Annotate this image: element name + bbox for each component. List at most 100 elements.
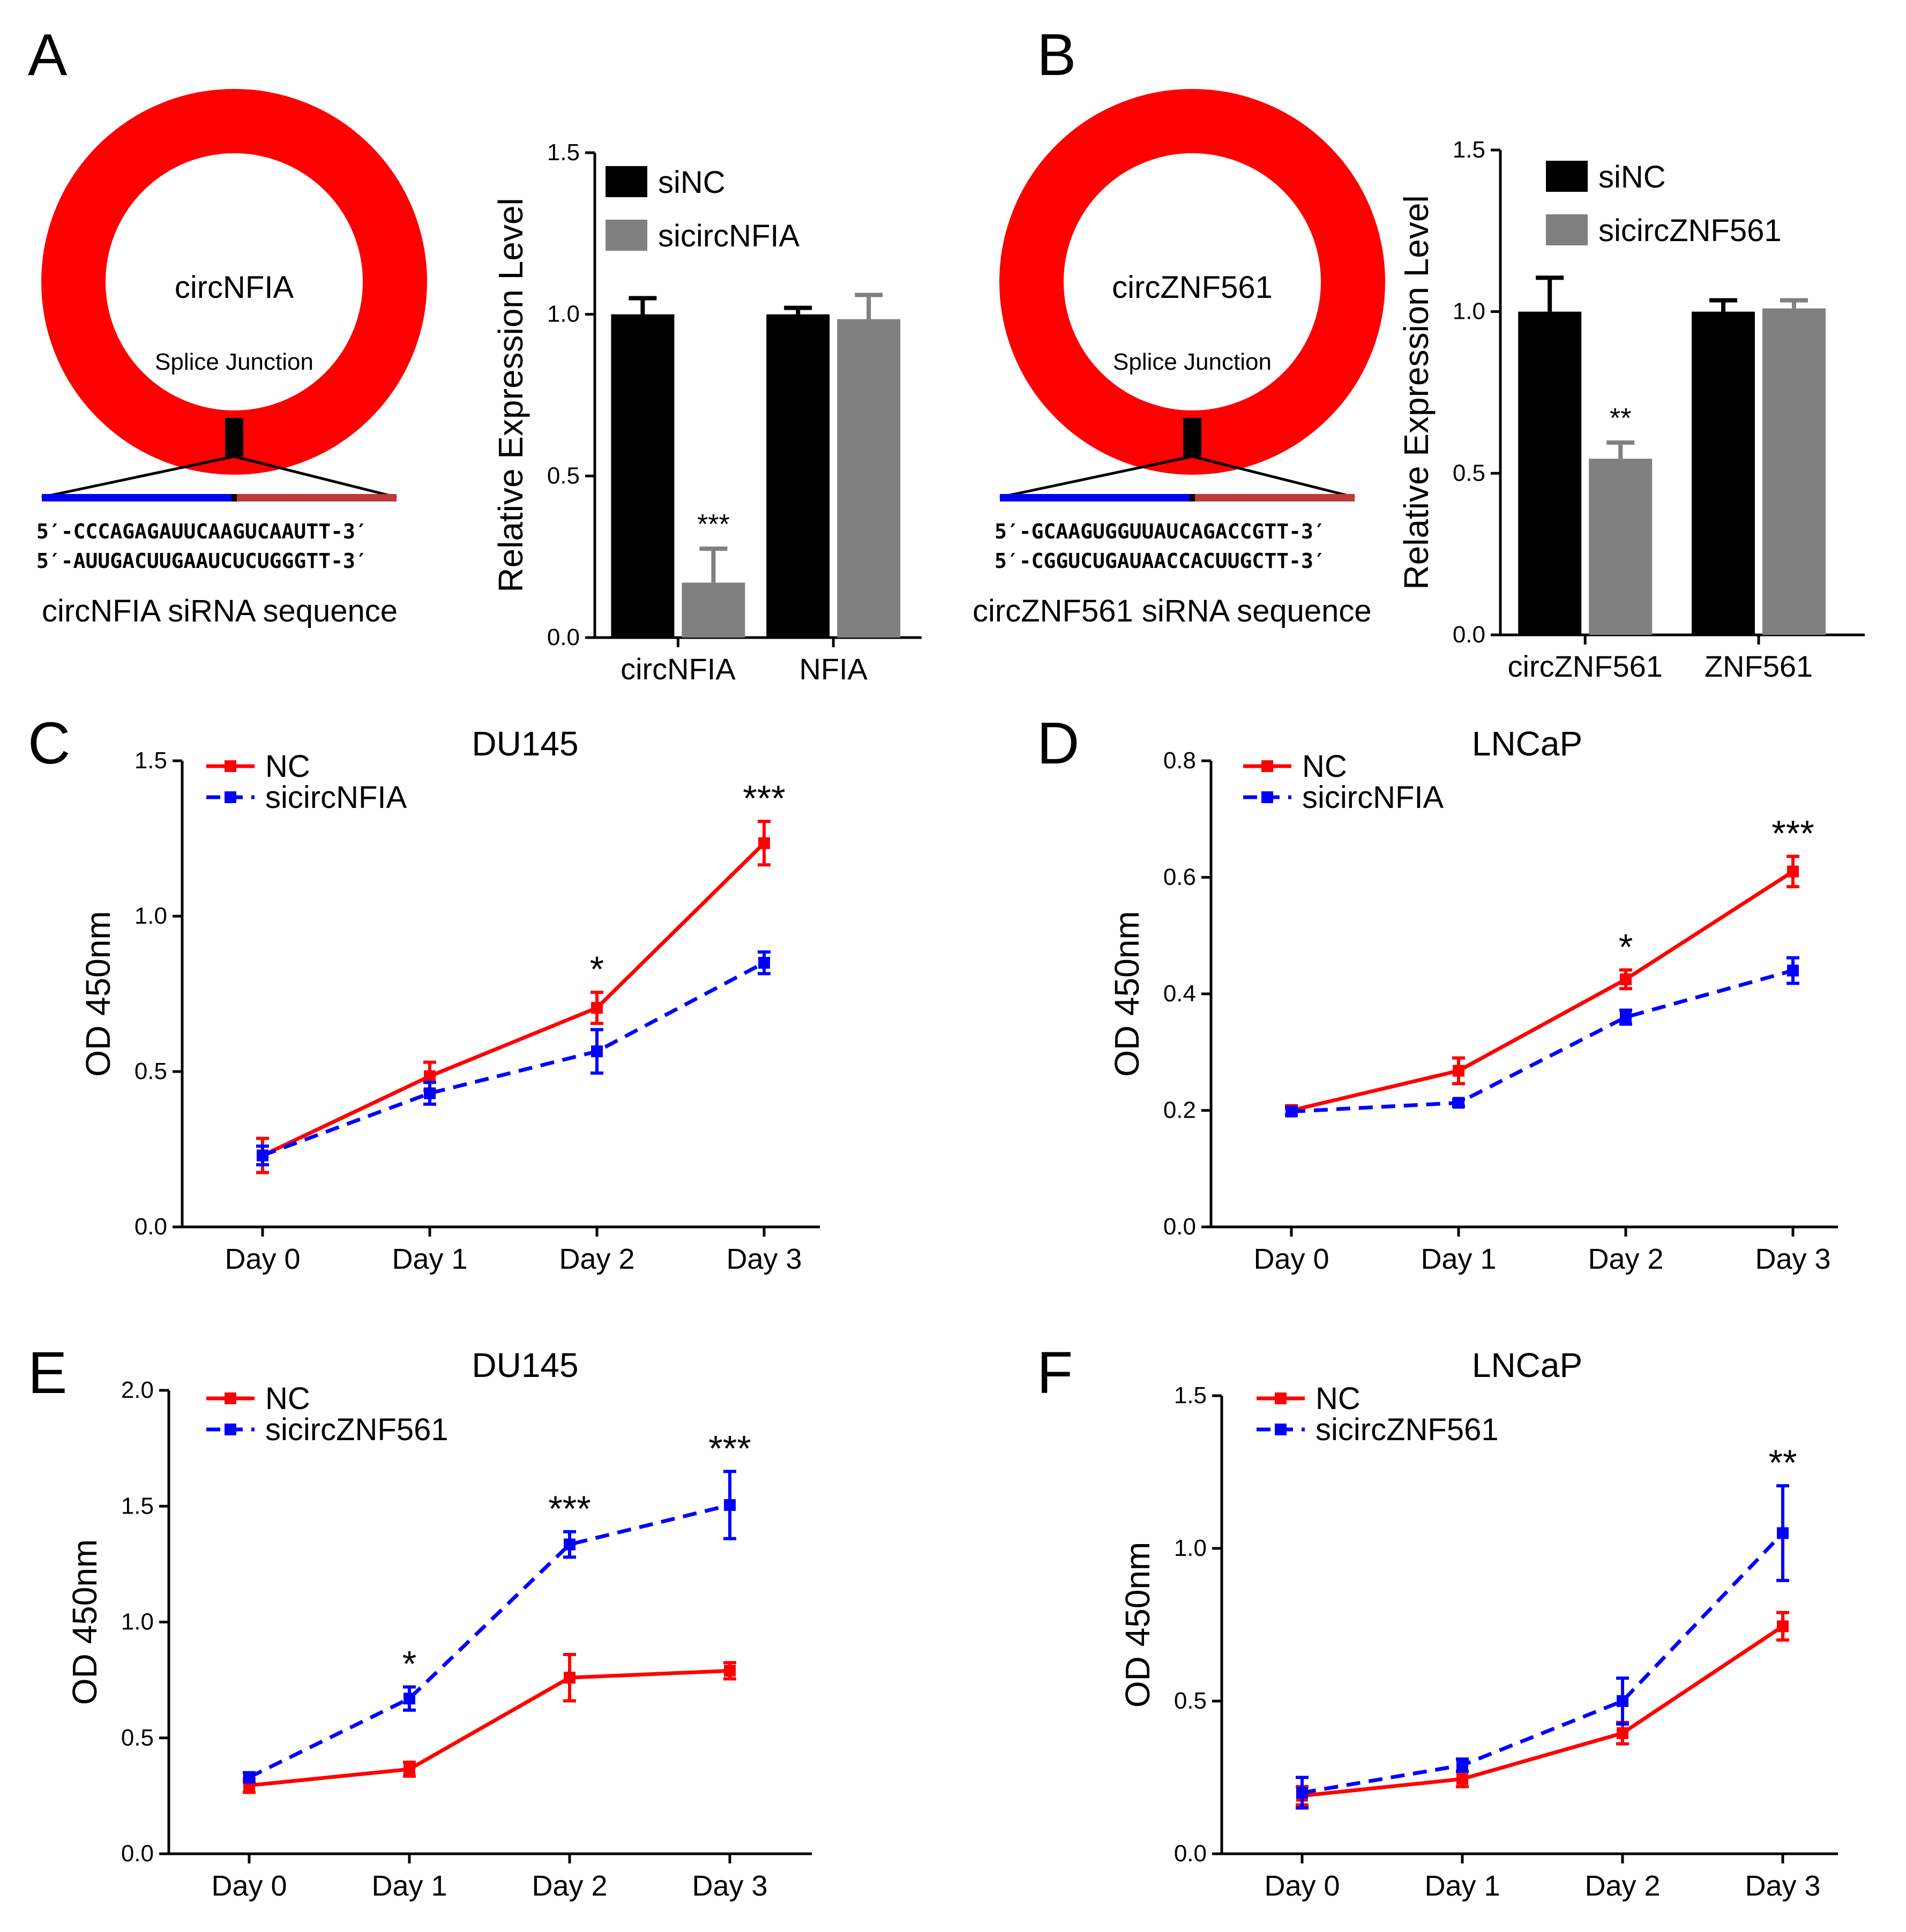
bar: [766, 314, 830, 638]
panel-label-d: D: [1037, 710, 1079, 776]
y-tick-label: 1.5: [1174, 1382, 1207, 1409]
sirna-sequence-2: 5′-AUUGACUUGAAUCUCUGGGTT-3′: [36, 549, 368, 573]
sirna-strand-red: [234, 494, 397, 501]
legend-label: sicircZNF561: [1315, 1412, 1499, 1447]
data-point: [1296, 1787, 1308, 1799]
bar: [1692, 311, 1755, 635]
data-point: [424, 1070, 436, 1082]
series-line: [261, 842, 766, 1157]
series-line: [1302, 1624, 1784, 1798]
y-tick-label: 0.6: [1163, 864, 1196, 890]
data-point: [724, 1499, 736, 1511]
data-point: [403, 1763, 415, 1776]
x-tick-label: Day 2: [559, 1243, 634, 1275]
legend-label: siNC: [1598, 160, 1666, 194]
sirna-strand-red: [1192, 494, 1355, 501]
legend-swatch: [1546, 161, 1588, 192]
chart-title: LNCaP: [1472, 724, 1582, 763]
sirna-strand-blue: [1000, 494, 1192, 501]
y-axis-label: OD 450nm: [1108, 911, 1146, 1076]
bar: [1762, 308, 1826, 635]
data-point: [591, 1002, 603, 1014]
x-tick-label: Day 3: [692, 1870, 767, 1902]
x-tick-label: Day 2: [1588, 1243, 1663, 1275]
legend-marker: [225, 1392, 236, 1404]
x-tick-label: Day 1: [392, 1243, 467, 1275]
y-tick-label: 0.5: [1174, 1688, 1207, 1714]
x-tick-label: Day 3: [1755, 1243, 1830, 1275]
series-line: [1302, 1532, 1784, 1795]
significance-label: *: [402, 1644, 416, 1684]
series-line: [248, 1503, 730, 1779]
legend-label: NC: [265, 1381, 310, 1416]
significance-label: ***: [697, 509, 730, 540]
splice-junction-marker: [225, 418, 243, 456]
bar: [611, 314, 675, 638]
splice-junction-marker: [1183, 418, 1201, 456]
legend-marker: [1261, 791, 1273, 803]
legend-marker: [1261, 760, 1273, 772]
data-point: [1620, 1011, 1632, 1023]
splice-junction-label: Splice Junction: [1113, 349, 1272, 375]
junction-point: [1190, 494, 1195, 501]
y-axis-label: Relative Expression Level: [491, 198, 530, 592]
y-tick-label: 0.0: [1163, 1214, 1196, 1240]
data-point: [564, 1538, 575, 1551]
legend-label: siNC: [658, 165, 726, 200]
data-point: [1456, 1773, 1468, 1785]
y-tick-label: 1.0: [134, 903, 167, 929]
line-chart-f: 0.0 0.5 1.0 1.5 OD 450nm LNCaP Day 0 Day 1 Day 2…: [1118, 1346, 1838, 1902]
data-point: [758, 957, 770, 969]
y-axis-label: OD 450nm: [79, 911, 117, 1076]
y-axis-label: Relative Expression Level: [1397, 195, 1436, 589]
legend-label: NC: [1302, 749, 1347, 784]
sirna-sequence-2: 5′-CGGUCUGAUAACCACUUGCTT-3′: [995, 549, 1326, 573]
y-tick-label: 0.4: [1163, 980, 1196, 1007]
significance-label: *: [1619, 926, 1633, 967]
y-tick-label: 1.5: [121, 1493, 154, 1519]
legend-marker: [225, 760, 236, 772]
x-tick-label: Day 1: [1421, 1243, 1496, 1275]
sirna-strand-blue: [42, 494, 234, 501]
data-point: [257, 1149, 268, 1162]
panel-label-c: C: [28, 710, 70, 776]
data-point: [1777, 1527, 1789, 1539]
legend-label: NC: [1315, 1381, 1361, 1416]
panel-label-b: B: [1037, 22, 1076, 88]
data-point: [564, 1672, 575, 1684]
chart-title: DU145: [472, 1346, 578, 1384]
bar-chart-a: 0.0 0.5 1.0 1.5 Relative Expression Level cir…: [491, 139, 922, 686]
x-tick-label: Day 0: [1264, 1870, 1340, 1902]
series-line: [249, 1668, 730, 1787]
data-point: [1617, 1695, 1628, 1707]
line-chart-e: 0.0 0.5 1.0 1.5 2.0 OD 450nm DU145 Day 0 Day 1 Da…: [65, 1346, 812, 1902]
bar-chart-b: 0.0 0.5 1.0 1.5 Relative Expression Level cir…: [1397, 137, 1865, 683]
data-point: [424, 1087, 436, 1099]
x-tick-label: Day 1: [371, 1870, 447, 1902]
series-line: [1291, 870, 1794, 1112]
line-chart-d: 0.0 0.2 0.4 0.6 0.8 OD 450nm LNCaP Day 0 Day 1 Da…: [1108, 724, 1838, 1275]
panel-label-f: F: [1037, 1340, 1073, 1406]
x-tick-label: Day 0: [1253, 1243, 1329, 1275]
significance-label: **: [1769, 1442, 1797, 1483]
junction-point: [231, 494, 237, 501]
y-tick-label: 0.5: [1453, 460, 1485, 486]
significance-label: ***: [548, 1488, 591, 1529]
circrna-name: circNFIA: [175, 270, 294, 305]
x-tick-label: circNFIA: [621, 652, 736, 686]
x-tick-label: ZNF561: [1705, 649, 1813, 683]
y-tick-label: 0.0: [134, 1214, 167, 1240]
data-point: [724, 1665, 736, 1677]
x-tick-label: Day 2: [1584, 1870, 1660, 1902]
data-point: [1453, 1065, 1464, 1077]
x-tick-label: Day 3: [1745, 1870, 1820, 1902]
y-tick-label: 1.5: [134, 747, 167, 774]
legend-label: sicircNFIA: [1302, 780, 1444, 815]
x-tick-label: Day 2: [532, 1870, 607, 1902]
significance-label: ***: [743, 778, 785, 819]
y-tick-label: 0.8: [1163, 747, 1196, 774]
panel-label-e: E: [28, 1340, 67, 1406]
y-tick-label: 0.0: [1453, 621, 1485, 648]
circrna-diagram-a: circNFIA Splice Junction 5′-CCCAGAGAUUCA…: [36, 89, 427, 628]
